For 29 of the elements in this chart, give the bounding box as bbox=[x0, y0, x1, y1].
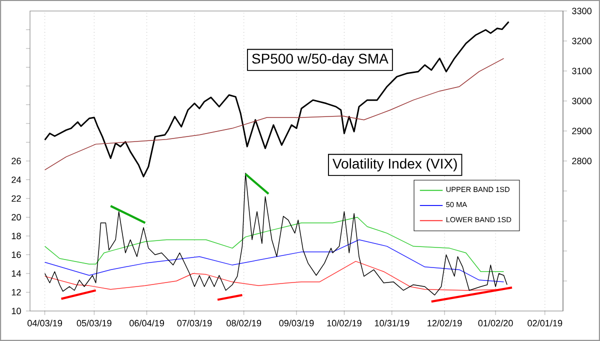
x-tick-label: 10/02/19 bbox=[327, 320, 362, 326]
y-tick-label: 16 bbox=[12, 252, 21, 258]
x-tick-label: 08/02/19 bbox=[226, 320, 262, 326]
line-series bbox=[44, 21, 510, 178]
y-tick-label: 14 bbox=[12, 270, 22, 277]
x-tick-label: 12/02/19 bbox=[428, 320, 462, 326]
y-tick-label: 22 bbox=[12, 195, 21, 202]
x-tick-label: 04/03/19 bbox=[28, 320, 62, 326]
y2-tick-label: 3100 bbox=[572, 68, 592, 74]
annotation: Volatility Index (VIX) bbox=[332, 158, 457, 172]
y-tick-label: 10 bbox=[12, 308, 21, 314]
y-tick-label: 20 bbox=[12, 214, 21, 220]
x-tick-label: 10/31/19 bbox=[374, 320, 410, 326]
x-tick-label: 05/03/19 bbox=[76, 320, 112, 326]
y2-tick-label: 2800 bbox=[572, 158, 592, 164]
x-tick-label: 09/03/19 bbox=[279, 320, 314, 326]
y2-tick-label: 3000 bbox=[572, 98, 592, 104]
x-tick-label: 01/02/20 bbox=[478, 320, 513, 326]
text: SP500 w/50-day SMA bbox=[252, 53, 388, 66]
y2-tick-label: 3300 bbox=[572, 8, 592, 14]
y-tick-label: 24 bbox=[12, 176, 22, 183]
y-tick-label: 12 bbox=[12, 289, 21, 296]
y2-tick-label: 3200 bbox=[572, 38, 592, 44]
x-tick-label: 02/01/19 bbox=[528, 320, 562, 326]
y2-tick-label: 2900 bbox=[572, 128, 592, 134]
x-tick-label: 06/04/19 bbox=[130, 320, 164, 326]
y-tick-label: 18 bbox=[12, 232, 21, 240]
x-tick-label: 07/03/19 bbox=[177, 320, 212, 326]
y-tick-label: 26 bbox=[12, 158, 21, 164]
